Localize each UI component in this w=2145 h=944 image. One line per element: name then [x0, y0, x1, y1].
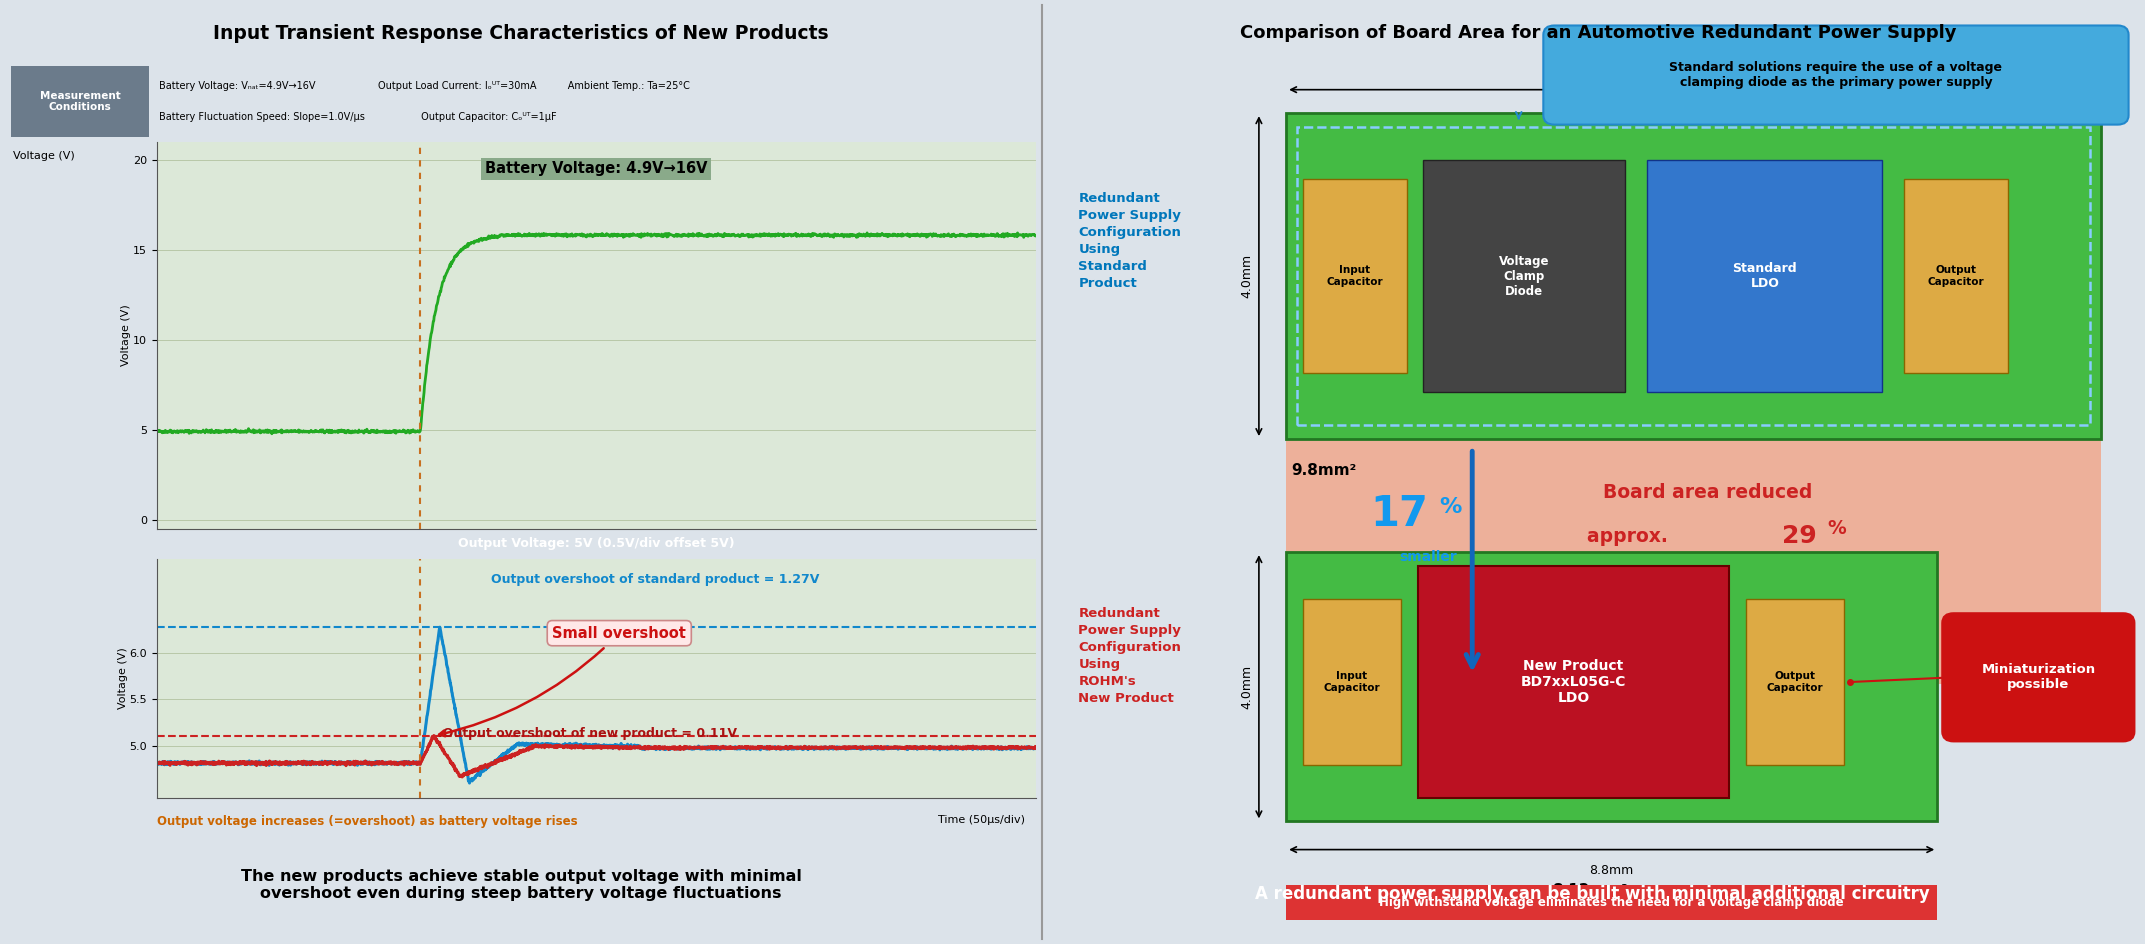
Text: Measurement
Conditions: Measurement Conditions: [41, 91, 120, 112]
Text: Board area reduced: Board area reduced: [1602, 483, 1813, 502]
Text: 17: 17: [1371, 494, 1429, 535]
Text: 4.0mm: 4.0mm: [1240, 254, 1253, 298]
FancyBboxPatch shape: [1302, 179, 1407, 373]
Text: Miniaturization
possible: Miniaturization possible: [1982, 664, 2096, 691]
Text: Small overshoot: Small overshoot: [440, 626, 686, 736]
Text: Battery Fluctuation Speed: Slope=1.0V/μs                  Output Capacitor: Cₒᵁᵀ: Battery Fluctuation Speed: Slope=1.0V/μs…: [159, 112, 556, 122]
FancyBboxPatch shape: [1287, 885, 1937, 920]
Text: Standard
LDO: Standard LDO: [1733, 262, 1798, 290]
Y-axis label: Voltage (V): Voltage (V): [118, 648, 129, 709]
Text: Output overshoot of standard product = 1.27V: Output overshoot of standard product = 1…: [491, 573, 819, 585]
Text: Battery Voltage: 4.9V→16V: Battery Voltage: 4.9V→16V: [485, 161, 708, 177]
Text: Voltage
Clamp
Diode: Voltage Clamp Diode: [1499, 255, 1549, 297]
Text: Output Voltage: 5V (0.5V/div offset 5V): Output Voltage: 5V (0.5V/div offset 5V): [459, 537, 734, 550]
Text: %: %: [1439, 497, 1461, 517]
Text: 8.8mm: 8.8mm: [1589, 864, 1634, 877]
Text: 8.12mm²: 8.12mm²: [1551, 883, 1628, 898]
Text: approx.: approx.: [1587, 527, 1675, 546]
FancyBboxPatch shape: [1647, 160, 1883, 392]
Text: .Output overshoot of new product = 0.11V: .Output overshoot of new product = 0.11V: [438, 727, 738, 740]
FancyBboxPatch shape: [1287, 113, 2102, 439]
Text: Input
Capacitor: Input Capacitor: [1326, 265, 1384, 287]
Text: smaller: smaller: [1399, 550, 1456, 564]
FancyBboxPatch shape: [11, 66, 148, 137]
Text: Redundant
Power Supply
Configuration
Using
Standard
Product: Redundant Power Supply Configuration Usi…: [1079, 192, 1182, 290]
FancyBboxPatch shape: [1287, 439, 2102, 684]
FancyBboxPatch shape: [1542, 25, 2128, 125]
Text: 29: 29: [1782, 524, 1817, 548]
FancyBboxPatch shape: [1746, 599, 1845, 765]
Text: Time (50μs/div): Time (50μs/div): [937, 815, 1025, 825]
Text: Output
Capacitor: Output Capacitor: [1928, 265, 1984, 287]
Text: Battery Voltage: Vₙₐₜ=4.9V→16V                    Output Load Current: Iₒᵁᵀ=30mA: Battery Voltage: Vₙₐₜ=4.9V→16V Output Lo…: [159, 81, 691, 91]
Y-axis label: Voltage (V): Voltage (V): [122, 304, 131, 366]
Text: Standard solutions require the use of a voltage
clamping diode as the primary po: Standard solutions require the use of a …: [1669, 61, 2003, 89]
Text: %: %: [1828, 519, 1847, 538]
Text: Input
Capacitor: Input Capacitor: [1323, 671, 1379, 693]
Text: The new products achieve stable output voltage with minimal
overshoot even durin: The new products achieve stable output v…: [240, 868, 802, 902]
FancyBboxPatch shape: [1287, 552, 1937, 821]
Text: Voltage (V): Voltage (V): [13, 151, 75, 161]
Text: Output
Capacitor: Output Capacitor: [1767, 671, 1823, 693]
Text: 4.0mm: 4.0mm: [1240, 665, 1253, 709]
Text: High withstand voltage eliminates the need for a voltage clamp diode: High withstand voltage eliminates the ne…: [1379, 896, 1845, 909]
Text: Input Transient Response Characteristics of New Products: Input Transient Response Characteristics…: [212, 24, 830, 42]
Text: 12.4mm: 12.4mm: [1669, 62, 1720, 76]
Text: A redundant power supply can be built with minimal additional circuitry: A redundant power supply can be built wi…: [1255, 885, 1930, 903]
Text: 9.8mm²: 9.8mm²: [1291, 463, 1358, 478]
Text: Redundant
Power Supply
Configuration
Using
ROHM's
New Product: Redundant Power Supply Configuration Usi…: [1079, 607, 1182, 705]
Text: Comparison of Board Area for an Automotive Redundant Power Supply: Comparison of Board Area for an Automoti…: [1240, 24, 1956, 42]
FancyBboxPatch shape: [1418, 566, 1729, 798]
Text: Output voltage increases (=overshoot) as battery voltage rises: Output voltage increases (=overshoot) as…: [157, 815, 577, 828]
FancyBboxPatch shape: [1943, 614, 2134, 741]
FancyBboxPatch shape: [1302, 599, 1401, 765]
Text: New Product
BD7xxL05G-C
LDO: New Product BD7xxL05G-C LDO: [1521, 659, 1626, 705]
FancyBboxPatch shape: [1905, 179, 2008, 373]
FancyBboxPatch shape: [1422, 160, 1626, 392]
